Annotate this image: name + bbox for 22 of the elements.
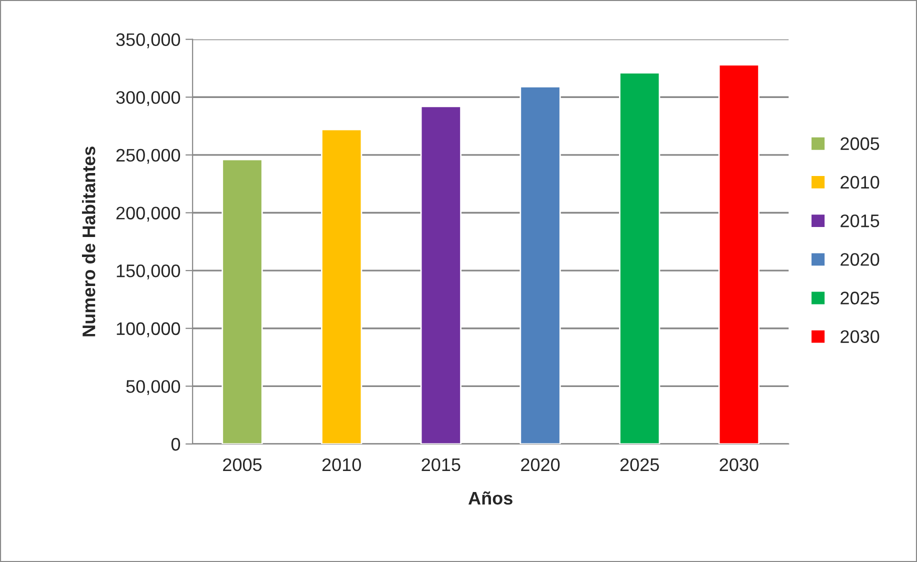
x-tick-label: 2025 [620,458,659,472]
legend-label: 2020 [840,253,880,266]
legend-label: 2005 [840,137,880,150]
legend-label: 2010 [840,176,880,189]
x-tick-label: 2030 [720,458,758,472]
x-tick-label: 2015 [422,458,460,472]
y-tick-label: 50,000 [126,380,180,396]
y-tick-label: 300,000 [116,91,180,106]
legend-label: 2030 [840,330,880,344]
y-tick-label: 200,000 [116,206,180,222]
x-tick-label: 2005 [223,458,262,472]
y-tick-label: 150,000 [116,264,180,280]
legend-label: 2015 [840,214,880,228]
y-tick-label: 0 [171,438,180,451]
y-tick-label: 100,000 [116,322,180,338]
x-tick-label: 2010 [322,458,361,472]
x-tick-label: 2020 [521,458,560,472]
y-tick-label: 350,000 [116,33,180,48]
y-axis-title: Numero de Habitantes [82,146,96,336]
legend-label: 2025 [840,292,880,304]
x-axis-title: Años [468,491,512,505]
y-tick-label: 250,000 [116,148,180,164]
